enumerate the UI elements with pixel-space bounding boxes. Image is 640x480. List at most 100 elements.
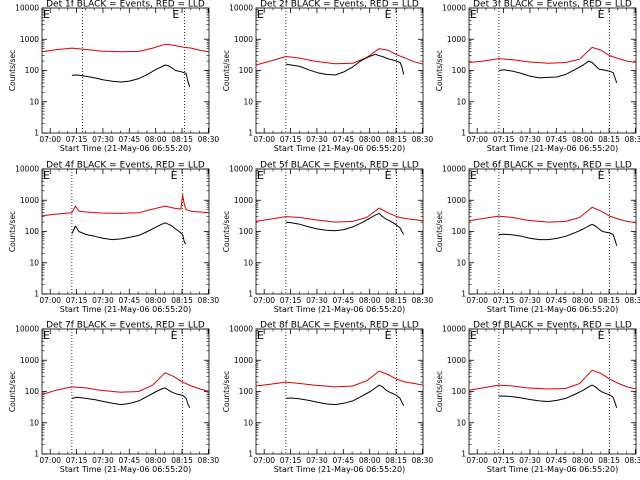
y-tick-label: 10000 xyxy=(229,165,253,174)
e-marker-label: E xyxy=(385,169,392,182)
e-marker-label: E xyxy=(43,8,50,21)
y-axis-label: Counts/sec xyxy=(8,211,17,252)
y-tick-label: 100 xyxy=(25,387,40,396)
y-tick-label: 10000 xyxy=(229,4,253,13)
plot-frame xyxy=(468,168,637,295)
panel-title: Det 6f BLACK = Events, RED = LLD xyxy=(473,161,632,171)
x-tick-label: 08:15 xyxy=(385,296,407,305)
x-axis-label: Start Time (21-May-06 06:55:20) xyxy=(274,305,405,314)
chart-panel: Det 6f BLACK = Events, RED = LLD 1 10 100 10… xyxy=(435,161,640,315)
x-tick-label: 08:00 xyxy=(359,456,381,465)
e-marker-label: E xyxy=(257,329,264,342)
x-tick-label: 08:15 xyxy=(598,456,620,465)
x-tick-label: 08:30 xyxy=(412,135,434,144)
x-tick-label: 07:00 xyxy=(466,296,488,305)
x-tick-label: 07:30 xyxy=(92,135,114,144)
chart-panel: Det 2f BLACK = Events, RED = LLD 1 10 100 10… xyxy=(222,0,433,153)
e-marker-label: E xyxy=(598,8,605,21)
plot-frame xyxy=(41,328,210,455)
y-tick-label: 10 xyxy=(456,258,466,267)
x-tick-label: 08:30 xyxy=(625,456,640,465)
x-tick-label: 08:30 xyxy=(198,135,220,144)
panel-title: Det 1f BLACK = Events, RED = LLD xyxy=(46,0,205,10)
x-tick-label: 07:45 xyxy=(333,135,355,144)
chart-panel: Det 9f BLACK = Events, RED = LLD 1 10 100 10… xyxy=(435,321,640,475)
plot-frame xyxy=(255,7,424,134)
chart-panel: Det 8f BLACK = Events, RED = LLD 1 10 100 10… xyxy=(222,321,433,475)
x-tick-label: 08:30 xyxy=(412,456,434,465)
panel-title: Det 7f BLACK = Events, RED = LLD xyxy=(46,321,205,331)
y-tick-label: 1 xyxy=(248,290,253,299)
lld-series-line xyxy=(468,206,637,224)
x-tick-label: 07:30 xyxy=(519,135,541,144)
e-marker-label: E xyxy=(598,169,605,182)
y-tick-label: 1 xyxy=(461,290,466,299)
x-tick-label: 08:00 xyxy=(145,296,167,305)
y-tick-label: 10 xyxy=(243,418,253,427)
panel-title: Det 9f BLACK = Events, RED = LLD xyxy=(473,321,632,331)
x-tick-label: 08:15 xyxy=(171,456,193,465)
x-tick-label: 07:00 xyxy=(39,135,61,144)
x-axis-label: Start Time (21-May-06 06:55:20) xyxy=(60,465,191,474)
x-tick-label: 08:30 xyxy=(412,296,434,305)
panel-title: Det 4f BLACK = Events, RED = LLD xyxy=(46,161,205,171)
y-tick-label: 100 xyxy=(452,66,467,75)
e-marker-label: E xyxy=(43,169,50,182)
panel-title: Det 5f BLACK = Events, RED = LLD xyxy=(260,161,419,171)
x-tick-label: 07:30 xyxy=(519,456,541,465)
x-tick-label: 07:00 xyxy=(253,296,275,305)
panel-title: Det 3f BLACK = Events, RED = LLD xyxy=(473,0,632,10)
y-axis-label: Counts/sec xyxy=(435,50,444,91)
x-tick-label: 07:45 xyxy=(546,456,568,465)
plot-frame xyxy=(468,7,637,134)
x-tick-label: 08:00 xyxy=(572,456,594,465)
y-tick-label: 100 xyxy=(239,227,254,236)
events-series-line xyxy=(71,222,187,245)
y-axis-label: Counts/sec xyxy=(222,211,231,252)
x-axis-label: Start Time (21-May-06 06:55:20) xyxy=(274,465,405,474)
lld-series-line xyxy=(255,207,424,223)
x-tick-label: 07:30 xyxy=(92,296,114,305)
x-tick-label: 07:30 xyxy=(306,135,328,144)
lld-series-line xyxy=(255,370,424,388)
x-axis-label: Start Time (21-May-06 06:55:20) xyxy=(274,144,405,153)
x-axis-label: Start Time (21-May-06 06:55:20) xyxy=(60,305,191,314)
panel-title: Det 2f BLACK = Events, RED = LLD xyxy=(260,0,419,10)
y-tick-label: 10000 xyxy=(442,4,466,13)
plot-frame xyxy=(468,328,637,455)
y-tick-label: 1000 xyxy=(234,356,253,365)
x-tick-label: 07:45 xyxy=(119,456,141,465)
x-tick-label: 07:15 xyxy=(66,296,88,305)
e-marker-label: E xyxy=(598,329,605,342)
x-tick-label: 08:30 xyxy=(198,456,220,465)
y-tick-label: 10 xyxy=(29,258,39,267)
x-tick-label: 08:15 xyxy=(171,296,193,305)
y-axis-label: Counts/sec xyxy=(222,371,231,412)
y-tick-label: 1000 xyxy=(20,35,39,44)
y-tick-label: 1000 xyxy=(20,196,39,205)
y-tick-label: 10000 xyxy=(442,165,466,174)
lld-series-line xyxy=(41,194,210,217)
plot-frame xyxy=(255,168,424,295)
x-axis-label: Start Time (21-May-06 06:55:20) xyxy=(60,144,191,153)
e-marker-label: E xyxy=(257,8,264,21)
x-tick-label: 07:45 xyxy=(333,456,355,465)
y-axis-label: Counts/sec xyxy=(435,211,444,252)
x-tick-label: 07:45 xyxy=(333,296,355,305)
chart-panel: Det 3f BLACK = Events, RED = LLD 1 10 100 10… xyxy=(435,0,640,153)
x-tick-label: 07:15 xyxy=(66,135,88,144)
x-tick-label: 07:30 xyxy=(306,456,328,465)
x-tick-label: 07:30 xyxy=(92,456,114,465)
lld-series-line xyxy=(41,372,210,395)
lld-series-line xyxy=(41,43,210,53)
lld-series-line xyxy=(468,46,637,64)
y-tick-label: 100 xyxy=(452,227,467,236)
e-marker-label: E xyxy=(385,329,392,342)
x-tick-label: 08:30 xyxy=(198,296,220,305)
events-series-line xyxy=(498,60,618,84)
y-tick-label: 10000 xyxy=(229,325,253,334)
plot-frame xyxy=(41,168,210,295)
x-tick-label: 08:00 xyxy=(359,296,381,305)
y-axis-label: Counts/sec xyxy=(8,371,17,412)
